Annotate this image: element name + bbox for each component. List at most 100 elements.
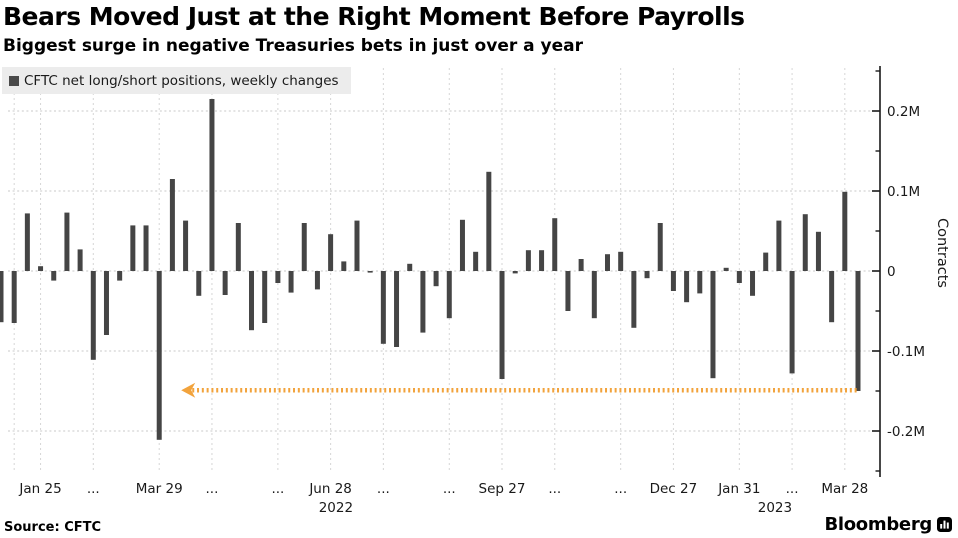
bar xyxy=(275,271,281,283)
bar xyxy=(24,213,30,271)
bar xyxy=(420,271,426,333)
bar xyxy=(380,271,386,344)
bar xyxy=(301,223,307,271)
bar xyxy=(684,271,690,303)
bar xyxy=(354,220,360,271)
bar xyxy=(183,220,189,271)
bar xyxy=(262,271,268,323)
chart-subtitle: Biggest surge in negative Treasuries bet… xyxy=(3,36,584,56)
bar xyxy=(763,252,769,271)
bar xyxy=(64,212,70,271)
bar xyxy=(341,261,347,271)
bar xyxy=(407,263,413,271)
bar xyxy=(117,271,123,281)
bar xyxy=(394,271,400,347)
x-tick-label: Jan 31 xyxy=(717,481,760,497)
bar xyxy=(433,271,439,287)
bar xyxy=(512,271,518,274)
bar xyxy=(169,179,175,271)
bar xyxy=(222,271,228,295)
x-tick-label: ... xyxy=(271,481,284,497)
bar xyxy=(855,271,861,391)
y-tick-label: 0 xyxy=(887,264,896,280)
bar xyxy=(156,271,162,440)
annotation-arrowhead-icon xyxy=(181,382,196,398)
bar xyxy=(103,271,109,335)
bar xyxy=(776,220,782,271)
bar xyxy=(539,250,545,271)
x-tick-label: ... xyxy=(786,481,799,497)
y-tick-label: -0.2M xyxy=(887,424,925,440)
bar xyxy=(235,223,241,271)
bar xyxy=(0,271,4,323)
legend-swatch-icon xyxy=(9,75,19,86)
bar xyxy=(723,267,729,271)
bar xyxy=(446,271,452,319)
y-tick-label: 0.1M xyxy=(887,184,920,200)
bar xyxy=(209,99,215,271)
x-tick-label: Sep 27 xyxy=(479,481,526,497)
bar xyxy=(525,250,531,271)
x-year-label: 2022 xyxy=(319,500,353,516)
x-tick-label: ... xyxy=(548,481,561,497)
bar xyxy=(697,271,703,294)
bar xyxy=(736,271,742,283)
bar xyxy=(328,234,334,271)
bloomberg-chart-icon xyxy=(937,517,952,532)
bar xyxy=(710,271,716,379)
chart-legend: CFTC net long/short positions, weekly ch… xyxy=(2,67,351,94)
bar xyxy=(459,219,465,271)
legend-label: CFTC net long/short positions, weekly ch… xyxy=(24,72,339,89)
x-tick-label: Jun 28 xyxy=(308,481,352,497)
x-tick-label: ... xyxy=(377,481,390,497)
bar xyxy=(367,271,373,273)
bar xyxy=(288,271,294,293)
y-tick-label: -0.1M xyxy=(887,344,925,360)
x-tick-label: Mar 28 xyxy=(821,481,868,497)
bar xyxy=(657,223,663,271)
bar xyxy=(77,249,83,271)
bar xyxy=(631,271,637,328)
x-tick-label: ... xyxy=(614,481,627,497)
y-tick-label: 0.2M xyxy=(887,104,920,120)
bloomberg-wordmark: Bloomberg xyxy=(824,514,932,535)
bar xyxy=(499,271,505,379)
bar xyxy=(842,191,848,271)
bar xyxy=(829,271,835,323)
y-axis-title: Contracts xyxy=(934,218,950,288)
bloomberg-logo: Bloomberg xyxy=(824,514,952,535)
bar xyxy=(578,259,584,271)
bar xyxy=(750,271,756,296)
bar xyxy=(591,271,597,319)
x-year-label: 2023 xyxy=(758,500,792,516)
bar xyxy=(249,271,255,331)
x-tick-label: Jan 25 xyxy=(18,481,61,497)
bar xyxy=(196,271,202,296)
bar xyxy=(604,254,610,271)
bar xyxy=(552,218,558,271)
x-tick-label: ... xyxy=(206,481,219,497)
bar xyxy=(789,271,795,374)
bar xyxy=(90,271,96,360)
chart-title: Bears Moved Just at the Right Moment Bef… xyxy=(3,2,745,31)
bar xyxy=(670,271,676,291)
bar xyxy=(314,271,320,290)
bar xyxy=(473,251,479,271)
bar xyxy=(486,171,492,271)
x-tick-label: Mar 29 xyxy=(136,481,183,497)
x-tick-label: ... xyxy=(443,481,456,497)
bar xyxy=(130,225,136,271)
bar xyxy=(38,266,44,271)
bar xyxy=(143,225,149,271)
bar xyxy=(644,271,650,279)
bar xyxy=(618,251,624,271)
source-label: Source: CFTC xyxy=(4,520,102,535)
bar xyxy=(802,214,808,271)
bar xyxy=(11,271,17,323)
x-tick-label: ... xyxy=(87,481,100,497)
bar xyxy=(565,271,571,311)
bar xyxy=(51,271,57,281)
x-tick-label: Dec 27 xyxy=(650,481,698,497)
